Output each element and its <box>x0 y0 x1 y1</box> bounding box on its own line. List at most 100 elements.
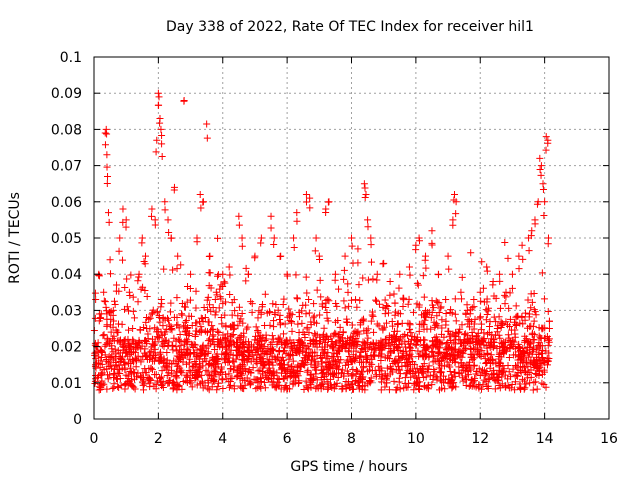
data-point <box>123 275 131 283</box>
data-point <box>420 383 428 391</box>
data-point <box>275 347 283 355</box>
data-point <box>257 234 265 242</box>
data-point <box>395 374 403 382</box>
data-point <box>273 340 281 348</box>
data-point <box>472 338 480 346</box>
data-point <box>167 299 175 307</box>
data-point <box>377 337 385 345</box>
data-point <box>110 297 118 305</box>
data-point <box>438 330 446 338</box>
data-point <box>158 367 166 375</box>
data-point <box>165 321 173 329</box>
data-point <box>251 254 259 262</box>
data-point <box>97 310 105 318</box>
data-point <box>499 350 507 358</box>
data-point <box>136 326 144 334</box>
data-point <box>122 371 130 379</box>
data-point <box>521 364 529 372</box>
data-point <box>158 338 166 346</box>
data-point <box>158 373 166 381</box>
data-point <box>478 258 486 266</box>
data-point <box>165 229 173 237</box>
data-point <box>266 321 274 329</box>
data-point <box>293 209 301 217</box>
data-point <box>406 271 414 279</box>
data-point <box>124 352 132 360</box>
data-point <box>142 318 150 326</box>
data-point <box>530 317 538 325</box>
data-point <box>516 352 524 360</box>
data-point <box>230 340 238 348</box>
data-point <box>107 328 115 336</box>
data-point <box>470 344 478 352</box>
data-point <box>102 340 110 348</box>
data-point <box>428 347 436 355</box>
data-point <box>269 361 277 369</box>
data-point <box>435 364 443 372</box>
data-point <box>112 375 120 383</box>
data-point <box>342 318 350 326</box>
data-point <box>183 298 191 306</box>
data-point <box>238 234 246 242</box>
data-point <box>169 378 177 386</box>
data-point <box>385 386 393 394</box>
data-point <box>198 371 206 379</box>
data-point <box>499 362 507 370</box>
data-point <box>489 281 497 289</box>
data-point <box>429 348 437 356</box>
data-point <box>274 334 282 342</box>
data-point <box>242 277 250 285</box>
data-point <box>217 313 225 321</box>
data-point <box>463 362 471 370</box>
data-point <box>515 265 523 273</box>
data-point <box>362 191 370 199</box>
data-point <box>114 369 122 377</box>
data-point <box>230 296 238 304</box>
data-point <box>92 355 100 363</box>
data-point <box>215 379 223 387</box>
data-point <box>527 304 535 312</box>
data-point <box>214 327 222 335</box>
data-point <box>158 331 166 339</box>
data-point <box>468 304 476 312</box>
data-point <box>511 378 519 386</box>
data-point <box>438 368 446 376</box>
data-point <box>210 373 218 381</box>
data-point <box>411 361 419 369</box>
data-point <box>358 345 366 353</box>
data-point <box>518 312 526 320</box>
data-point <box>222 350 230 358</box>
data-point <box>535 339 543 347</box>
data-point <box>467 306 475 314</box>
data-point <box>433 374 441 382</box>
data-point <box>444 252 452 260</box>
data-point <box>302 191 310 199</box>
data-point <box>374 341 382 349</box>
data-point <box>96 346 104 354</box>
data-point <box>296 368 304 376</box>
data-point <box>124 359 132 367</box>
data-point <box>399 303 407 311</box>
data-point <box>311 362 319 370</box>
data-point <box>519 320 527 328</box>
data-point <box>152 148 160 156</box>
data-point <box>483 358 491 366</box>
data-point <box>172 372 180 380</box>
data-point <box>333 362 341 370</box>
data-point <box>174 381 182 389</box>
data-point <box>335 348 343 356</box>
data-point <box>399 294 407 302</box>
data-point <box>194 372 202 380</box>
data-point <box>533 346 541 354</box>
data-point <box>381 336 389 344</box>
data-point <box>517 385 525 393</box>
data-point <box>467 353 475 361</box>
data-point <box>206 269 214 277</box>
data-point <box>508 284 516 292</box>
data-point <box>215 329 223 337</box>
y-tick-label: 0.06 <box>51 195 82 211</box>
data-point <box>536 154 544 162</box>
data-point <box>538 379 546 387</box>
y-tick-label: 0.03 <box>51 303 82 319</box>
data-point <box>322 371 330 379</box>
